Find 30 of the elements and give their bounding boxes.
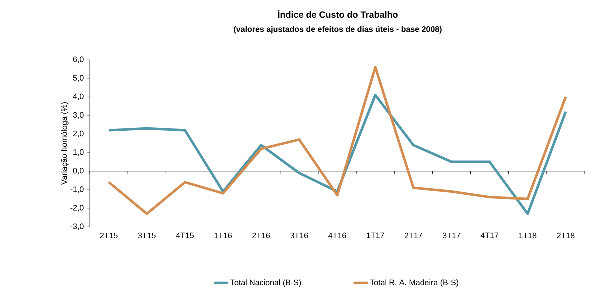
- y-tick-label: 1,0: [74, 149, 84, 156]
- y-tick-label: -1,0: [70, 186, 84, 194]
- x-tick-label: 1T17: [367, 232, 384, 238]
- x-tick-label: 2T18: [557, 232, 575, 239]
- y-tick-label: -3,0: [70, 224, 84, 230]
- y-tick-label: 4,0: [73, 94, 84, 100]
- y-tick-label: 5,0: [73, 75, 84, 82]
- chart-title: Índice de Custo do Trabalho: [278, 10, 398, 18]
- legend-label: Total R. A. Madeira (B-S): [370, 280, 459, 288]
- x-tick-label: 3T17: [442, 232, 460, 239]
- y-tick-label: 2,0: [73, 130, 84, 138]
- x-tick-label: 4T17: [480, 232, 499, 238]
- y-axis-title: Variação homóloga (%): [61, 102, 69, 185]
- y-tick-label: -2,0: [70, 205, 84, 212]
- x-tick-label: 4T15: [176, 232, 194, 238]
- x-tick-label: 3T15: [138, 232, 156, 239]
- x-tick-label: 1T18: [519, 232, 537, 239]
- line-series: [108, 66, 568, 216]
- x-tick-label: 2T16: [252, 232, 270, 239]
- x-tick-label: 2T15: [100, 232, 118, 239]
- x-tick-label: 1T16: [214, 232, 232, 239]
- line-series: [108, 94, 568, 216]
- legend-label: Total Nacional (B-S): [230, 280, 302, 288]
- y-tick-label: 6,0: [73, 56, 84, 64]
- chart-subtitle: (valores ajustados de efeitos de dias úteis - base 2008): [234, 26, 442, 34]
- y-tick-label: 3,0: [73, 112, 84, 119]
- x-tick-label: 3T16: [290, 232, 308, 239]
- x-tick-label: 4T16: [328, 232, 346, 239]
- y-tick-label: 0,0: [73, 168, 84, 175]
- x-tick-label: 2T17: [404, 232, 422, 238]
